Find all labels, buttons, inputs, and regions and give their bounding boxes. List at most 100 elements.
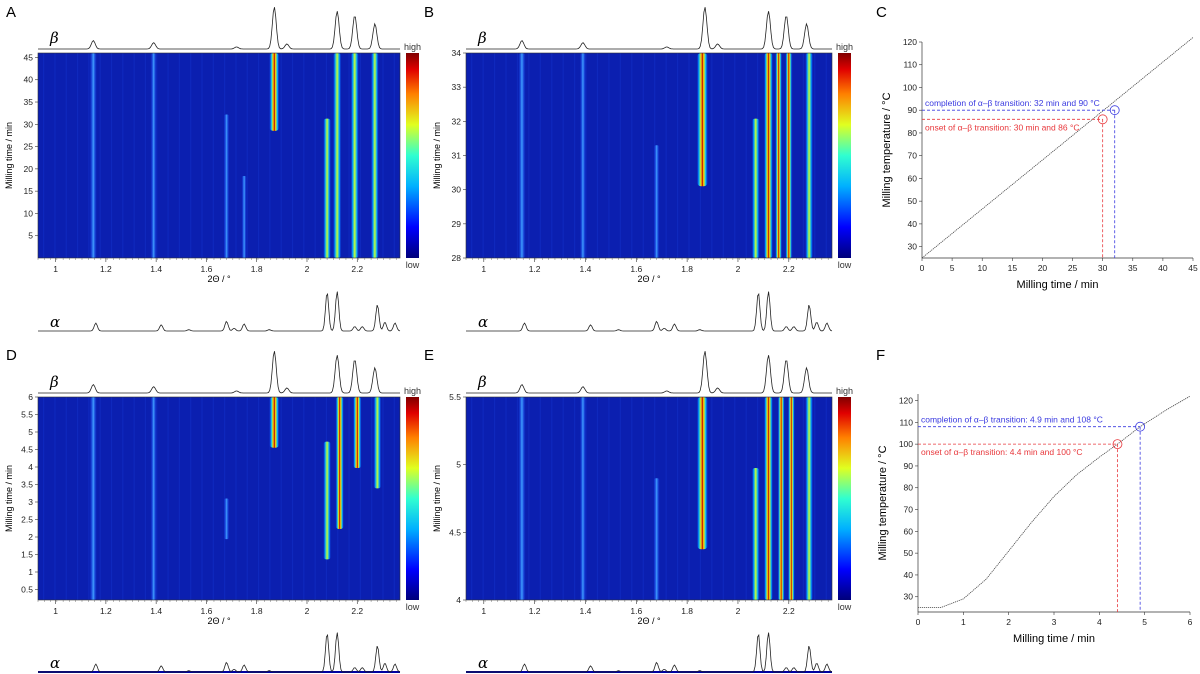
x-tick-label-a: 1.6 [201,264,213,274]
heatmap-streak-a [212,53,214,258]
panel-label-e: E [424,347,434,364]
beta-pattern-b [466,7,832,50]
y-tick-label-a: 20 [24,164,34,174]
heatmap-band-d [323,441,331,560]
heatmap-streak-b [516,53,519,258]
heatmap-band-d [353,397,362,469]
heatmap-frame-d [37,396,401,601]
heatmap-streak-b [825,53,827,258]
heatmap-band-e [751,468,760,600]
y-tick-label-f: 40 [904,570,914,580]
heatmap-streak-a [303,53,305,258]
heatmap-streak-e [562,397,564,600]
y-tick-label-c: 70 [908,151,918,161]
heatmap-streak-d [393,397,395,600]
y-tick-label-d: 0.5 [21,585,33,595]
y-tick-label-d: 1 [28,567,33,577]
alpha-pattern-a [38,291,401,332]
y-tick-label-a: 5 [28,231,33,241]
temperature-curve-f [918,395,1191,608]
heatmap-streak-a [43,53,45,258]
x-tick-label-f: 0 [916,617,921,627]
x-tick-label-e: 2.2 [783,606,795,616]
completion-marker-c [1109,105,1120,116]
x-axis-label-a: 2Θ / ° [207,274,231,284]
heatmap-streak-a [65,53,67,258]
heatmap-streak-e [814,397,816,600]
y-tick-label-c: 60 [908,173,918,183]
x-tick-label-e: 1.2 [529,606,541,616]
y-tick-label-f: 70 [904,505,914,515]
heatmap-streak-e [642,397,644,600]
x-tick-label-a: 2.2 [351,264,363,274]
heatmap-streak-e [596,397,599,600]
y-tick-label-d: 2.5 [21,515,33,525]
x-tick-label-c: 45 [1188,263,1198,273]
y-axis-label-e: Milling time / min [432,465,442,532]
heatmap-band-b [653,145,660,258]
y-tick-label-c: 30 [908,242,918,252]
heatmap-streak-e [493,397,496,600]
heatmap-streak-e [505,397,507,600]
heatmap-streak-e [471,397,473,600]
heatmap-streak-a [167,53,169,258]
heatmap-streak-e [574,397,576,600]
heatmap-streak-b [539,53,541,258]
alpha-pattern-b [466,291,833,332]
y-tick-label-f: 90 [904,461,914,471]
colorbar-high-label-e: high [836,386,853,396]
heatmap-band-e [763,397,773,600]
x-tick-label-c: 35 [1128,263,1138,273]
x-tick-label-a: 1.4 [150,264,162,274]
heatmap-band-d [269,397,280,448]
colorbar-e [838,397,851,600]
colorbar-low-label-d: low [406,602,420,612]
y-tick-label-f: 50 [904,548,914,558]
heatmap-streak-e [528,397,530,600]
heatmap-streak-a [133,53,135,258]
y-tick-label-d: 3.5 [21,480,33,490]
heatmap-streak-d [348,397,350,600]
y-tick-label-b: 30 [452,185,462,195]
heatmap-streak-b [505,53,507,258]
x-tick-label-b: 2 [736,264,741,274]
x-tick-label-b: 1.2 [529,264,541,274]
heatmap-band-a [89,53,97,258]
heatmap-streak-b [619,53,621,258]
heatmap-streak-a [246,53,248,258]
heatmap-streak-d [201,397,203,600]
heatmap-streak-a [257,53,260,258]
heatmap-streak-d [246,397,248,600]
panel-b: β 28 29 30 31 32 33 34 1 1.2 1.4 1.6 1.8 2 2.2 2Θ / ° Mi… [432,7,853,332]
heatmap-band-b [763,53,773,258]
heatmap-streak-e [676,397,679,600]
heatmap-streak-d [167,397,169,600]
heatmap-streak-d [122,397,124,600]
heatmap-streak-b [471,53,473,258]
panel-d: β 0.5 1 1.5 2 2.5 3 3.5 4 4.5 5 5.5 6 1 1.2 1.4 1.6 1.8 2 2… [4,351,421,673]
heatmap-streak-a [88,53,90,258]
x-axis-label-e: 2Θ / ° [637,616,661,626]
heatmap-streak-a [393,53,395,258]
heatmap-streak-e [539,397,541,600]
x-tick-label-b: 1 [481,264,486,274]
x-tick-label-d: 1.8 [251,606,263,616]
heatmap-streak-d [359,397,361,600]
heatmap-band-e [653,478,660,600]
y-tick-label-c: 80 [908,128,918,138]
temperature-curve-c [921,37,1194,259]
heatmap-streak-b [493,53,496,258]
alpha-pattern-e [466,632,833,673]
y-tick-label-d: 4.5 [21,445,33,455]
colorbar-b [838,53,851,258]
onset-annotation-f: onset of α–β transition: 4.4 min and 100… [921,447,1083,457]
heatmap-band-b [579,53,586,258]
heatmap-streak-a [190,53,192,258]
heatmap-streak-a [201,53,203,258]
heatmap-band-a [370,53,379,258]
panel-f: 30 40 50 60 70 80 90 100 110 120 0 1 2 3 4 5 6 Milling ti… [877,394,1193,645]
heatmap-streak-a [280,53,282,258]
heatmap-streak-e [551,397,553,600]
x-tick-label-d: 1 [53,606,58,616]
x-tick-label-a: 1 [53,264,58,274]
